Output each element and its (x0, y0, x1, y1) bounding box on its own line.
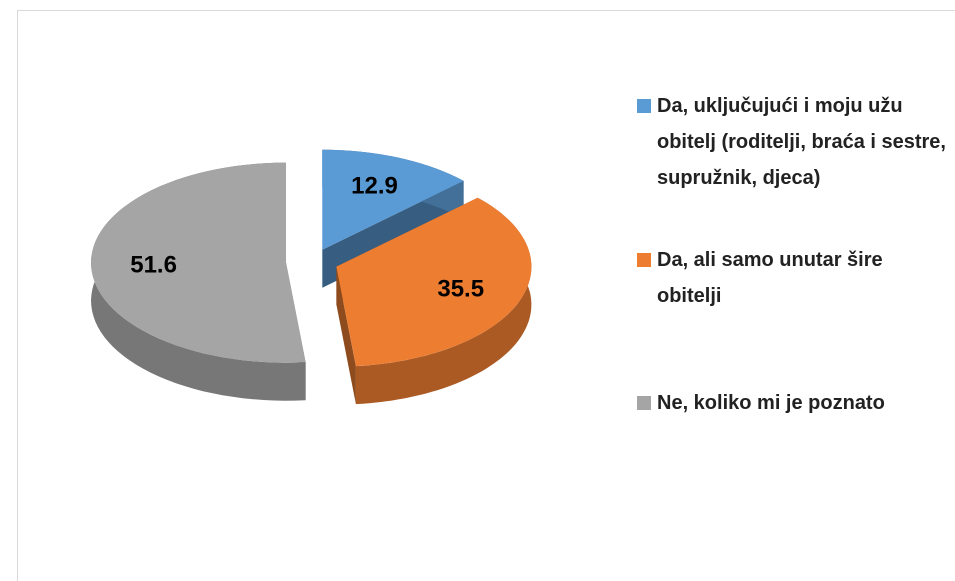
slice-side (355, 197, 532, 405)
slice-group (336, 197, 532, 405)
slice-side (336, 266, 356, 405)
slice-label: 12.9 (351, 173, 398, 200)
slice-label: 51.6 (130, 251, 177, 278)
pie-slice (91, 162, 306, 363)
legend-swatch (637, 253, 651, 267)
legend-swatch (637, 99, 651, 113)
legend-label: Da, ali samo unutar šire obitelji (657, 249, 883, 307)
slice-group (91, 162, 306, 401)
legend-label: Da, uključujući i moju užu obitelj (rodi… (657, 95, 946, 189)
slice-label: 35.5 (437, 276, 484, 303)
slice-group (322, 149, 464, 288)
chart-border (17, 10, 955, 581)
pie-slice (322, 149, 464, 250)
legend-label: Ne, koliko mi je poznato (657, 392, 885, 414)
legend-swatch (637, 396, 651, 410)
pie-slice (336, 197, 532, 367)
